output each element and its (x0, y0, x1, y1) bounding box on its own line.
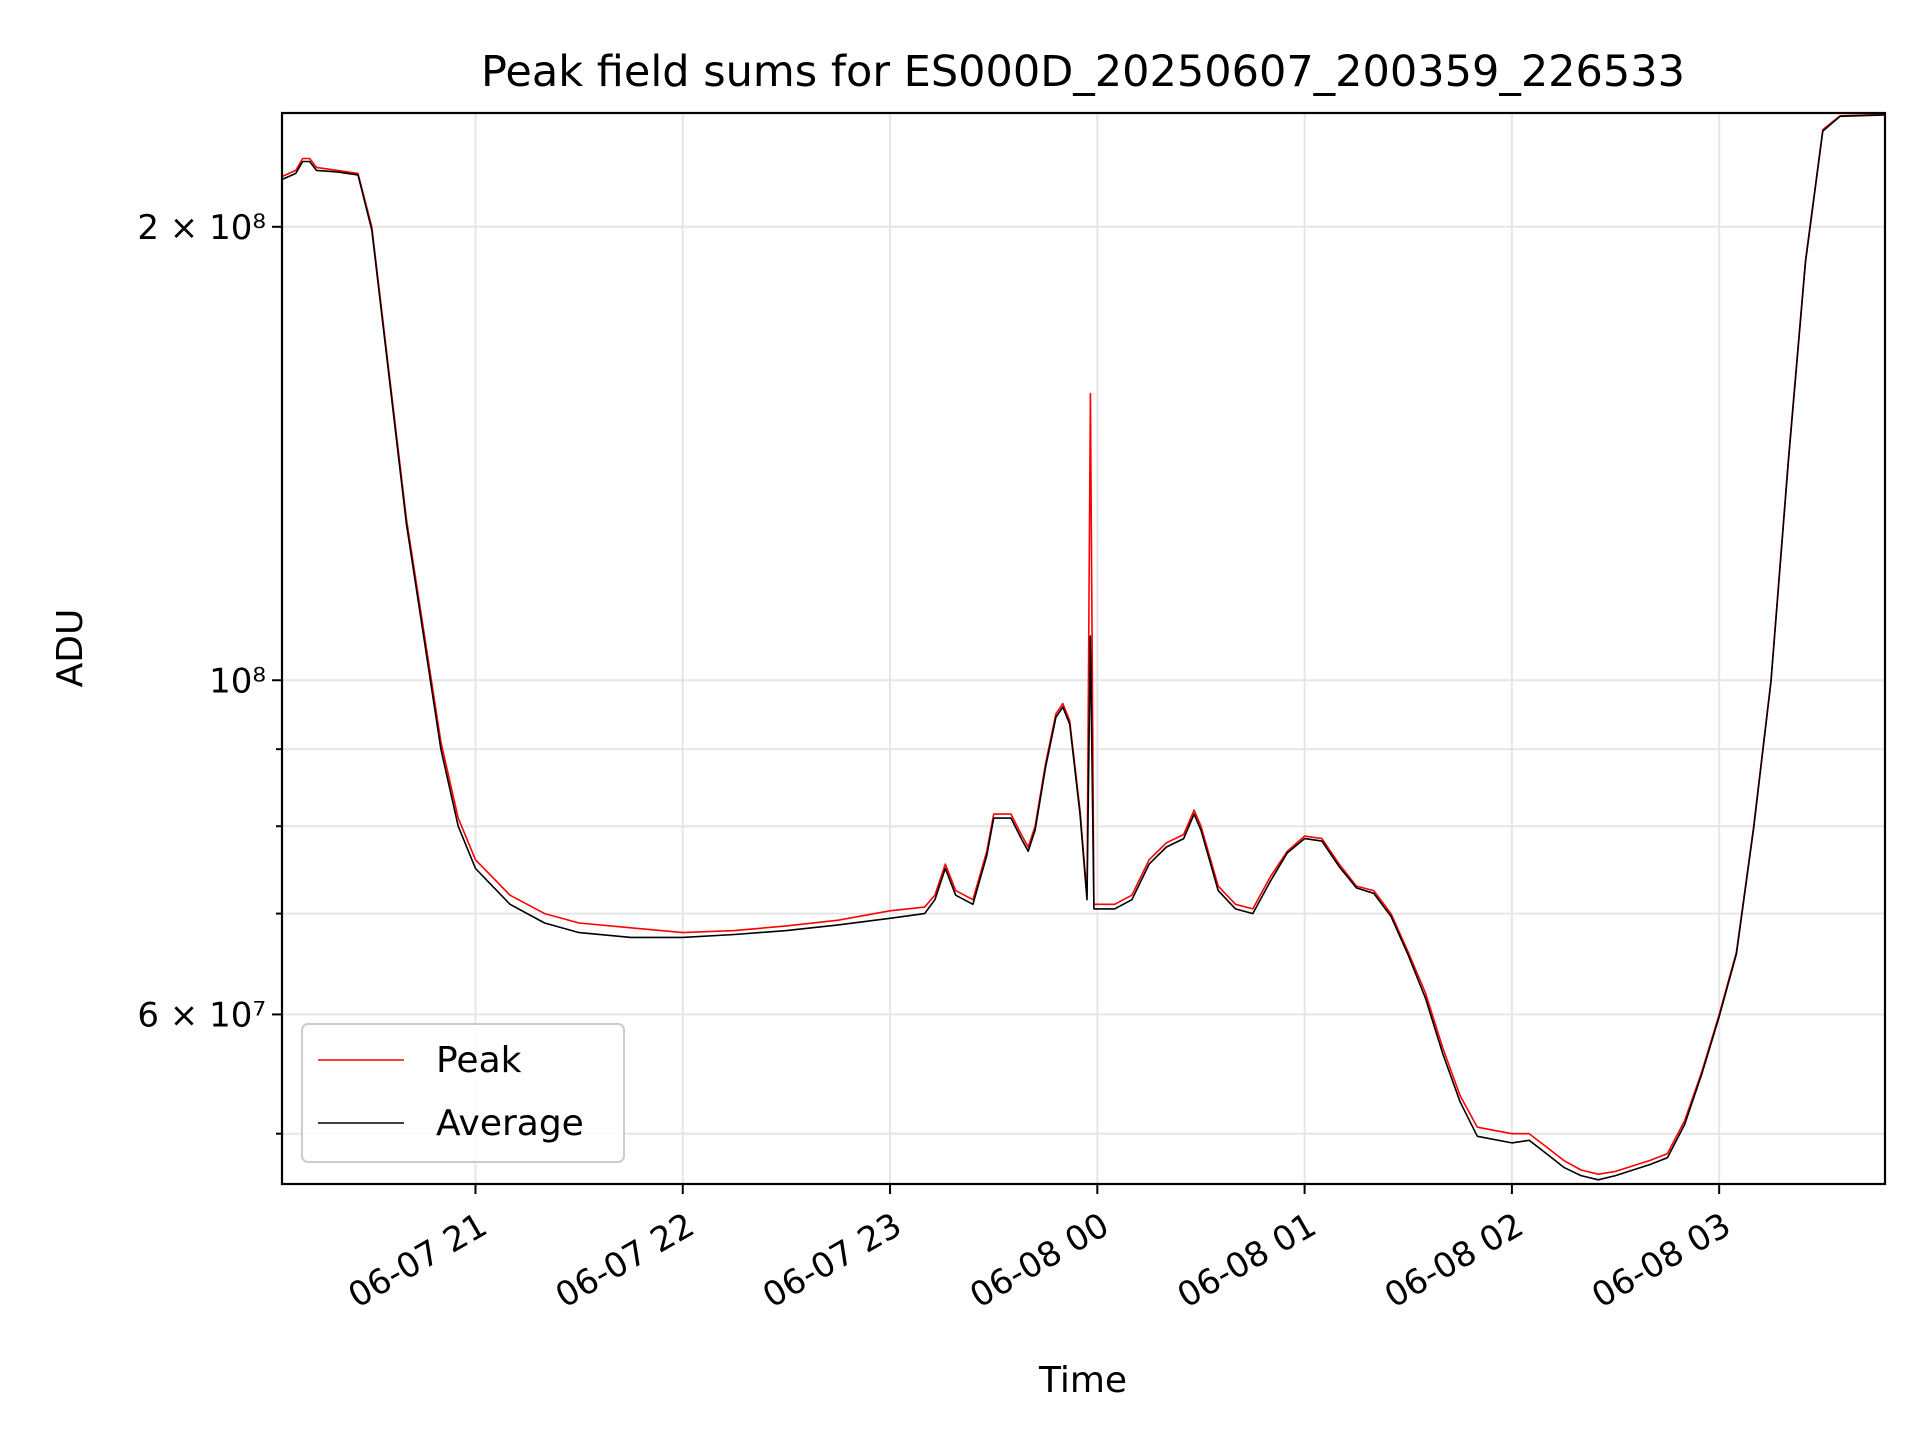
y-axis-label: ADU (50, 609, 91, 688)
chart-title: Peak field sums for ES000D_20250607_2003… (481, 47, 1685, 97)
legend-box (301, 1023, 625, 1163)
y-tick-label: 6 × 10⁷ (137, 995, 266, 1035)
legend: Peak Average (301, 1023, 625, 1163)
legend-label-peak: Peak (436, 1040, 522, 1081)
y-tick-label: 10⁸ (209, 661, 266, 701)
y-tick-label: 2 × 10⁸ (137, 208, 266, 248)
series-layer (281, 113, 1886, 1181)
series-line-average (281, 114, 1886, 1181)
y-axis-ticks: 6 × 10⁷ 10⁸ 2 × 10⁸ (137, 208, 282, 1135)
series-line-peak (281, 113, 1886, 1175)
grid-layer (282, 113, 1885, 1184)
x-axis-label: Time (1038, 1360, 1127, 1401)
legend-label-average: Average (436, 1103, 584, 1144)
plot-area-frame (280, 111, 1887, 1186)
